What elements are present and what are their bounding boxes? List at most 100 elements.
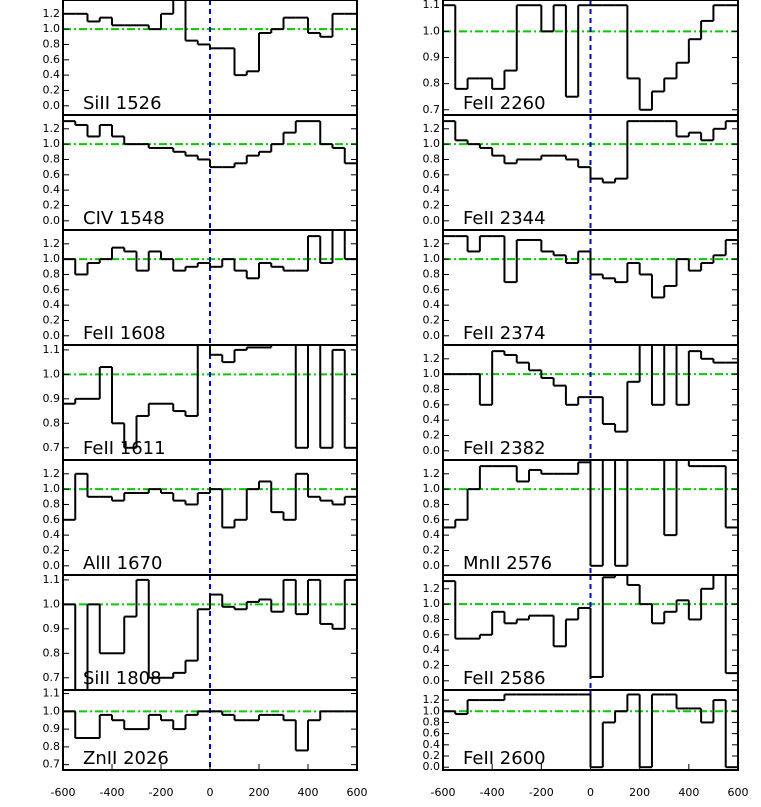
y-tick-label: 0.9 — [423, 51, 441, 64]
plot-area — [63, 575, 357, 690]
y-tick-label: 0.6 — [423, 283, 441, 296]
y-tick-label: 1.2 — [423, 352, 441, 365]
y-tick-label: 0.8 — [423, 612, 441, 625]
y-tick-label: 1.2 — [43, 467, 61, 480]
y-tick-label: 0.4 — [43, 68, 61, 81]
y-tick-label: 0.4 — [43, 528, 61, 541]
y-tick-label: 0.2 — [423, 198, 441, 211]
x-tick-label: -200 — [529, 786, 554, 799]
y-tick-label: 1.0 — [423, 252, 441, 265]
y-tick-label: 1.1 — [43, 343, 61, 356]
panel: 0.00.20.40.60.81.01.2 -600 -400 -200 0 200 400… — [423, 689, 749, 799]
y-tick-label: 0.6 — [43, 283, 61, 296]
y-tick-label: 0.7 — [43, 758, 61, 771]
y-tick-label: 0.2 — [43, 83, 61, 96]
y-tick-label: 0.8 — [423, 267, 441, 280]
x-tick-label: 600 — [728, 786, 749, 799]
y-tick-label: 0.6 — [423, 398, 441, 411]
line-label: FeII 2600 — [463, 748, 546, 769]
y-tick-label: 0.7 — [43, 671, 61, 684]
y-tick-label: 0.4 — [423, 298, 441, 311]
y-tick-label: 1.2 — [423, 582, 441, 595]
y-tick-label: 0.9 — [43, 392, 61, 405]
y-tick-label: 1.0 — [43, 367, 61, 380]
x-tick-label: -400 — [480, 786, 505, 799]
panel: 0.7 0.8 0.9 1.0 1.1 -600 -400 -200 0 200 400 600 ZnI… — [43, 687, 368, 799]
y-tick-label: 0.8 — [423, 497, 441, 510]
y-tick-label: 0.4 — [423, 528, 441, 541]
plot-area — [63, 460, 357, 575]
panel: 0.0 0.2 0.4 0.6 0.8 1.0 1.2 SiII 1526 — [43, 0, 358, 116]
y-tick-label: 0.6 — [423, 727, 441, 740]
x-tick-label: 400 — [298, 786, 319, 799]
line-label: ZnII 2026 — [83, 748, 169, 769]
y-tick-label: 0.8 — [43, 267, 61, 280]
y-tick-label: 1.0 — [423, 24, 441, 37]
plot-area — [63, 230, 357, 345]
y-tick-label: 1.1 — [43, 573, 61, 586]
plot-area — [63, 690, 357, 770]
plot-area — [443, 230, 738, 345]
y-tick-label: 0.4 — [423, 413, 441, 426]
y-tick-label: 0.0 — [423, 329, 441, 342]
y-tick-label: 0.0 — [43, 329, 61, 342]
panel: 0.7 0.8 0.9 1.0 1.1 FeII 1611 — [43, 343, 358, 461]
plot-area — [443, 0, 738, 115]
line-label: MnII 2576 — [463, 553, 552, 574]
y-tick-label: 0.2 — [423, 543, 441, 556]
y-tick-label: 0.9 — [43, 622, 61, 635]
y-tick-label: 0.6 — [43, 513, 61, 526]
line-label: FeII 2382 — [463, 438, 546, 459]
plot-area — [443, 575, 738, 690]
panel: 0.0 0.2 0.4 0.6 0.8 1.0 1.2 FeII 2382 — [423, 344, 739, 461]
plot-area — [63, 115, 357, 230]
x-tick-label: 200 — [249, 786, 270, 799]
y-tick-label: 1.2 — [423, 237, 441, 250]
y-tick-label: 1.2 — [423, 693, 441, 706]
line-label: FeII 1608 — [83, 323, 166, 344]
y-tick-label: 0.0 — [423, 760, 441, 773]
y-tick-label: 0.8 — [423, 77, 441, 90]
plot-area — [443, 460, 738, 575]
y-tick-label: 0.8 — [43, 740, 61, 753]
y-tick-label: 0.4 — [423, 183, 441, 196]
y-tick-label: 1.0 — [43, 252, 61, 265]
y-tick-label: 0.2 — [423, 749, 441, 762]
y-tick-label: 0.8 — [423, 715, 441, 728]
y-tick-label: 1.2 — [423, 467, 441, 480]
y-tick-label: 0.7 — [43, 441, 61, 454]
x-tick-label: 200 — [629, 786, 650, 799]
panel: 0.0 0.2 0.4 0.6 0.8 1.0 1.2 FeII 1608 — [43, 229, 358, 346]
y-tick-label: 0.8 — [43, 416, 61, 429]
panel: 0.0 0.2 0.4 0.6 0.8 1.0 1.2 FeII 2374 — [423, 229, 739, 346]
y-tick-label: 0.9 — [43, 722, 61, 735]
line-label: FeII 2586 — [463, 668, 546, 689]
y-tick-label: 0.8 — [43, 37, 61, 50]
y-tick-label: 0.8 — [43, 646, 61, 659]
y-tick-label: 0.8 — [423, 152, 441, 165]
y-tick-label: 0.2 — [423, 313, 441, 326]
panel: 0.0 0.2 0.4 0.6 0.8 1.0 1.2 FeII 2586 — [423, 574, 739, 691]
x-tick-label: 400 — [678, 786, 699, 799]
y-tick-label: 0.0 — [423, 674, 441, 687]
y-tick-label: 0.8 — [423, 382, 441, 395]
y-tick-label: 1.1 — [423, 0, 441, 11]
panel: 0.0 0.2 0.4 0.6 0.8 1.0 1.2 CIV 1548 — [43, 114, 358, 231]
y-tick-label: 0.8 — [43, 152, 61, 165]
y-tick-label: 1.2 — [43, 237, 61, 250]
y-tick-label: 1.0 — [43, 22, 61, 35]
x-tick-label: -600 — [51, 786, 76, 799]
plot-area — [63, 0, 357, 115]
x-tick-label: 600 — [347, 786, 368, 799]
x-tick-label: 0 — [207, 786, 214, 799]
y-tick-label: 1.0 — [43, 597, 61, 610]
y-tick-label: 0.2 — [423, 428, 441, 441]
line-label: CIV 1548 — [83, 208, 165, 229]
x-tick-label: 0 — [587, 786, 594, 799]
y-tick-label: 0.4 — [423, 738, 441, 751]
y-tick-label: 0.7 — [423, 103, 441, 116]
y-tick-label: 0.4 — [423, 643, 441, 656]
plot-area — [443, 345, 738, 460]
plot-area — [443, 690, 738, 770]
